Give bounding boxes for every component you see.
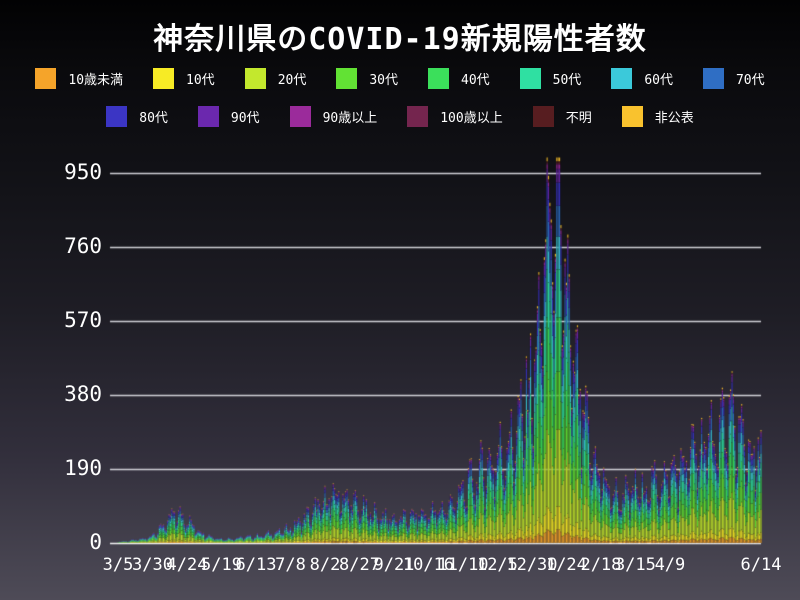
y-axis-tick-label: 950 bbox=[64, 160, 102, 184]
legend-label: 70代 bbox=[735, 73, 765, 88]
legend-item: 非公表 bbox=[621, 106, 694, 127]
legend-item: 40代 bbox=[428, 68, 490, 89]
legend-swatch-icon bbox=[153, 68, 175, 89]
x-axis-tick-label: 2/18 bbox=[580, 555, 622, 575]
legend-label: 10代 bbox=[186, 73, 215, 88]
legend-swatch-icon bbox=[197, 106, 219, 127]
chart-title: 神奈川県のCOVID-19新規陽性者数 bbox=[153, 22, 647, 57]
legend-swatch-icon bbox=[532, 106, 554, 127]
legend-swatch-icon bbox=[702, 68, 724, 89]
legend-item: 10歳未満 bbox=[35, 68, 123, 89]
legend-swatch-icon bbox=[289, 106, 311, 127]
legend-label: 10歳未満 bbox=[68, 73, 124, 88]
legend-label: 30代 bbox=[369, 73, 398, 88]
legend-item: 10代 bbox=[153, 68, 215, 89]
legend-row-1: 10歳未満 10代 20代 30代 40代 50代 60代 70代 bbox=[0, 68, 800, 89]
legend-label: 40代 bbox=[461, 73, 490, 88]
legend-item: 90歳以上 bbox=[289, 106, 378, 127]
legend-swatch-icon bbox=[35, 68, 57, 89]
legend-swatch-icon bbox=[428, 68, 449, 89]
legend-swatch-icon bbox=[519, 68, 541, 89]
legend-row-2: 80代 90代 90歳以上 100歳以上 不明 非公表 bbox=[0, 106, 800, 127]
x-axis-tick-label: 10/16 bbox=[402, 555, 455, 575]
x-axis-tick-label: 4/24 bbox=[166, 555, 208, 575]
y-axis-tick-label: 190 bbox=[64, 456, 102, 480]
x-axis-tick-label: 3/30 bbox=[132, 555, 173, 575]
x-axis-tick-label: 9/21 bbox=[373, 555, 415, 575]
x-axis-tick-label: 8/2 bbox=[309, 555, 341, 575]
legend-item: 80代 bbox=[106, 106, 168, 127]
x-axis-tick-label: 12/5 bbox=[476, 555, 518, 575]
legend-label: 50代 bbox=[552, 73, 582, 88]
legend-item: 70代 bbox=[702, 68, 765, 89]
legend-label: 60代 bbox=[644, 73, 673, 88]
legend-item: 90代 bbox=[197, 106, 260, 127]
legend-swatch-icon bbox=[244, 68, 266, 89]
y-axis-tick-label: 380 bbox=[64, 382, 102, 406]
legend-label: 90歳以上 bbox=[322, 111, 378, 126]
legend-swatch-icon bbox=[407, 106, 429, 127]
x-axis-tick-label: 5/19 bbox=[201, 555, 242, 575]
legend-item: 30代 bbox=[336, 68, 398, 89]
x-axis-tick-label: 6/13 bbox=[235, 555, 277, 575]
x-axis-tick-label: 8/27 bbox=[338, 555, 380, 575]
y-axis-tick-label: 0 bbox=[89, 530, 102, 554]
legend-item: 100歳以上 bbox=[407, 106, 503, 127]
legend-label: 不明 bbox=[565, 111, 592, 126]
x-axis-tick-label: 12/30 bbox=[506, 555, 558, 575]
x-axis-tick-label: 3/15 bbox=[614, 555, 656, 575]
legend-label: 100歳以上 bbox=[440, 111, 503, 126]
x-axis-tick-label: 4/9 bbox=[654, 555, 686, 575]
x-axis-tick-label: 7/8 bbox=[275, 555, 306, 575]
legend-label: 80代 bbox=[139, 111, 168, 126]
y-axis-tick-label: 570 bbox=[64, 308, 102, 332]
y-axis-tick-label: 760 bbox=[64, 234, 102, 258]
legend-label: 90代 bbox=[230, 111, 260, 126]
legend-item: 60代 bbox=[611, 68, 673, 89]
x-axis-tick-label: 3/5 bbox=[102, 555, 134, 575]
legend-swatch-icon bbox=[106, 106, 128, 127]
legend-swatch-icon bbox=[611, 68, 633, 89]
legend-item: 不明 bbox=[532, 106, 592, 127]
x-axis-tick-label: 1/24 bbox=[545, 555, 587, 575]
x-axis-tick-label: 6/14 bbox=[740, 555, 782, 575]
x-axis-tick-label: 11/10 bbox=[437, 555, 489, 575]
legend-swatch-icon bbox=[621, 106, 643, 127]
legend-item: 20代 bbox=[244, 68, 307, 89]
legend-item: 50代 bbox=[519, 68, 582, 89]
legend-swatch-icon bbox=[336, 68, 358, 89]
legend-label: 20代 bbox=[277, 73, 307, 88]
legend-label: 非公表 bbox=[654, 111, 694, 126]
